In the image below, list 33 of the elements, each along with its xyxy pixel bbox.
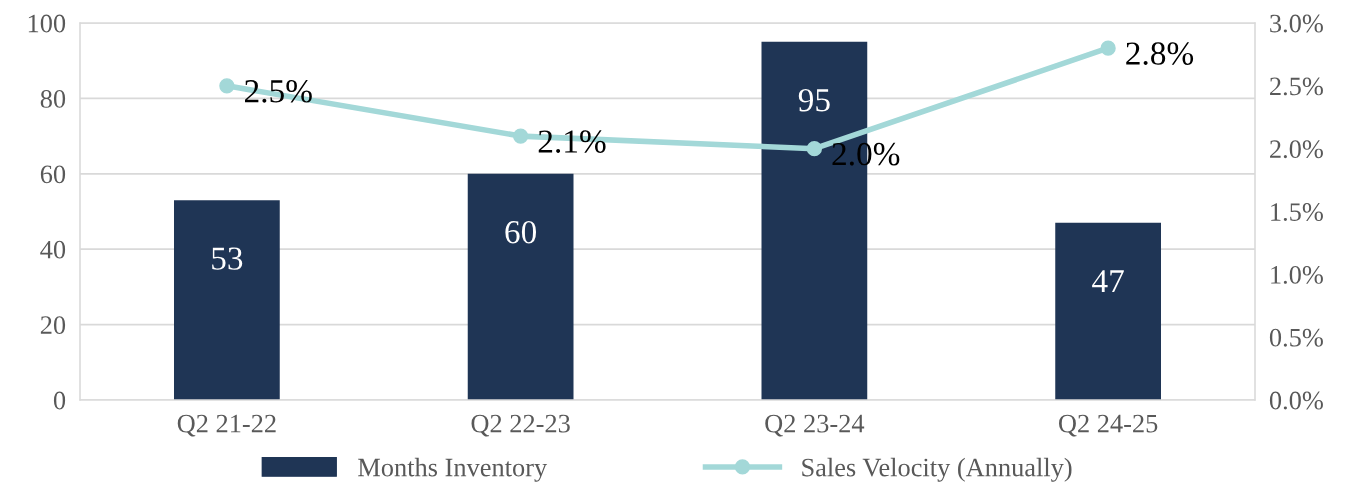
x-tick-label: Q2 22-23 <box>471 414 570 437</box>
data-label: 95 <box>798 89 830 112</box>
bar <box>1055 222 1161 400</box>
point <box>512 128 529 144</box>
bar <box>174 200 280 400</box>
y2-tick-label: 1.5% <box>1271 203 1323 222</box>
y2-tick-label: 0.5% <box>1269 328 1323 347</box>
y-tick-label: 100 <box>28 14 66 33</box>
y-tick-label: 60 <box>40 165 66 184</box>
x-tick-label: Q2 21-22 <box>177 414 276 437</box>
bar <box>467 173 574 400</box>
point <box>806 141 823 157</box>
point <box>1100 40 1116 56</box>
data-label: 2.8% <box>1126 42 1194 65</box>
x-tick-label: Q2 23-24 <box>765 414 865 437</box>
data-label: 47 <box>1092 270 1124 293</box>
data-label: 60 <box>505 220 537 244</box>
legend-label: Months Inventory <box>358 457 548 482</box>
y2-tick-label: 3.0% <box>1270 14 1323 33</box>
legend-label: Sales Velocity (Annually) <box>802 457 1072 482</box>
y-tick-label: 80 <box>40 90 66 108</box>
point <box>219 78 235 94</box>
data-label: 2.5% <box>245 80 312 103</box>
data-label: 53 <box>212 247 243 270</box>
x-tick-label: Q2 24-25 <box>1059 414 1158 437</box>
y2-tick-label: 2.5% <box>1270 77 1323 96</box>
y2-tick-label: 2.0% <box>1270 140 1323 159</box>
y-tick-label: 20 <box>40 316 66 335</box>
y2-tick-label: 1.0% <box>1271 265 1323 284</box>
y2-tick-label: 0.0% <box>1269 391 1323 410</box>
y-tick-label: 0 <box>53 391 66 410</box>
y-tick-label: 40 <box>40 240 66 259</box>
data-label: 2.1% <box>538 130 606 153</box>
